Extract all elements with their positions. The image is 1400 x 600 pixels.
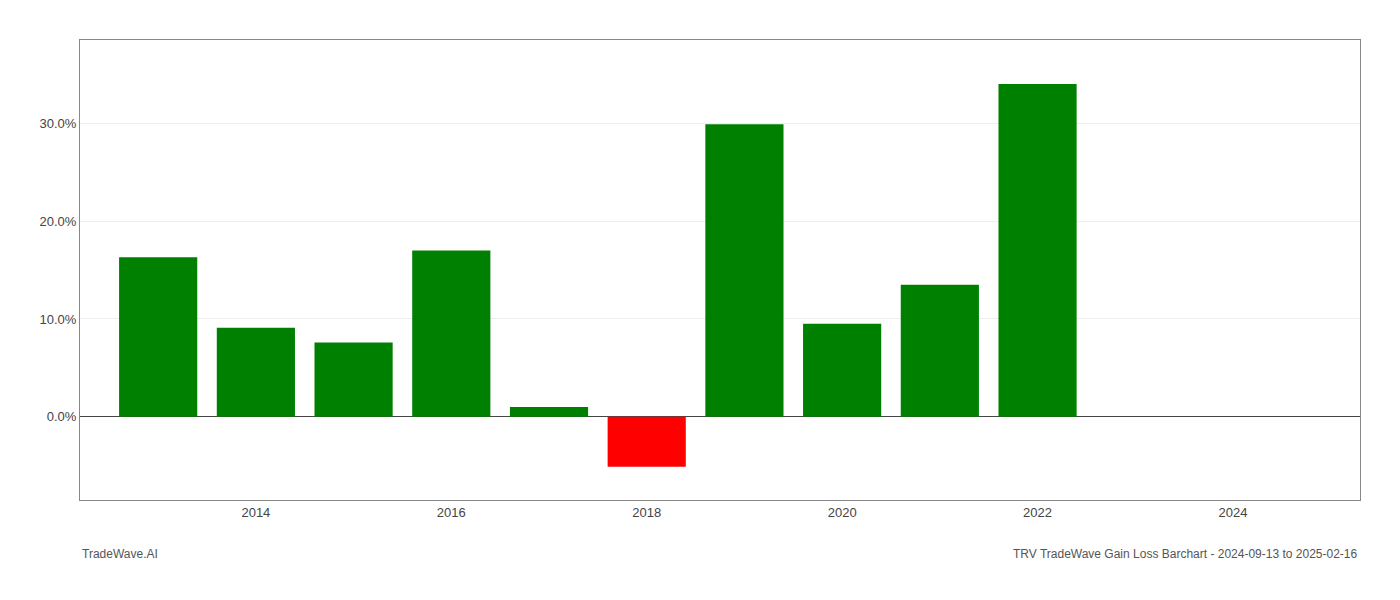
svg-text:0.0%: 0.0% xyxy=(47,409,77,424)
svg-text:2016: 2016 xyxy=(437,505,466,520)
svg-text:TradeWave.AI: TradeWave.AI xyxy=(82,547,158,561)
svg-text:2018: 2018 xyxy=(632,505,661,520)
svg-text:TRV TradeWave Gain Loss Barcha: TRV TradeWave Gain Loss Barchart - 2024-… xyxy=(1013,547,1358,561)
svg-text:30.0%: 30.0% xyxy=(40,116,77,131)
svg-text:2014: 2014 xyxy=(241,505,270,520)
svg-text:20.0%: 20.0% xyxy=(40,214,77,229)
svg-text:2024: 2024 xyxy=(1219,505,1248,520)
svg-text:2022: 2022 xyxy=(1023,505,1052,520)
svg-text:2020: 2020 xyxy=(828,505,857,520)
svg-text:10.0%: 10.0% xyxy=(40,311,77,326)
